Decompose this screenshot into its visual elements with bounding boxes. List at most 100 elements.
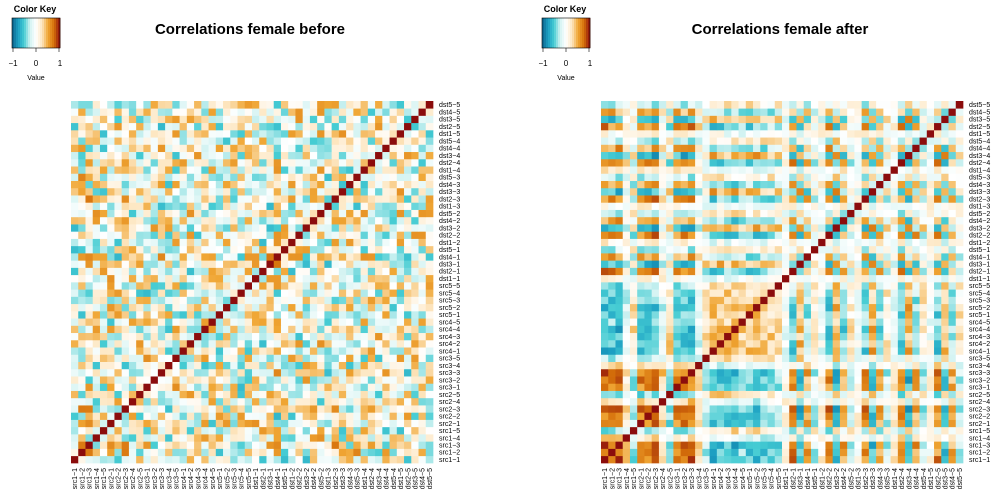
heatmap-cell xyxy=(644,420,652,428)
heatmap-cell xyxy=(303,246,311,254)
heatmap-cell xyxy=(623,224,631,232)
heatmap-cell xyxy=(216,181,224,189)
heatmap-cell xyxy=(238,260,246,268)
heatmap-cell xyxy=(252,159,260,167)
heatmap-cell xyxy=(615,383,623,391)
heatmap-cell xyxy=(332,405,340,413)
heatmap-cell xyxy=(869,260,877,268)
heatmap-cell xyxy=(245,354,253,362)
heatmap-cell xyxy=(840,376,848,384)
heatmap-cell xyxy=(390,369,398,377)
heatmap-cell xyxy=(847,217,855,225)
heatmap-cell xyxy=(245,268,253,276)
heatmap-cell xyxy=(281,434,289,442)
heatmap-cell xyxy=(259,391,267,399)
heatmap-cell xyxy=(920,441,928,449)
heatmap-cell xyxy=(165,231,173,239)
heatmap-cell xyxy=(324,210,332,218)
heatmap-cell xyxy=(724,369,732,377)
heatmap-cell xyxy=(187,217,195,225)
heatmap-cell xyxy=(419,115,427,123)
heatmap-cell xyxy=(608,123,616,131)
heatmap-cell xyxy=(85,282,93,290)
heatmap-cell xyxy=(151,159,159,167)
heatmap-cell xyxy=(223,173,231,181)
heatmap-cell xyxy=(746,398,754,406)
heatmap-cell xyxy=(782,195,790,203)
heatmap-cell xyxy=(100,304,108,312)
heatmap-cell xyxy=(274,369,282,377)
heatmap-cell xyxy=(426,325,434,333)
heatmap-cell xyxy=(71,296,79,304)
heatmap-cell xyxy=(419,412,427,420)
heatmap-cell xyxy=(637,296,645,304)
heatmap-cell xyxy=(404,347,412,355)
heatmap-cell xyxy=(129,354,137,362)
heatmap-cell xyxy=(122,354,130,362)
heatmap-cell xyxy=(883,217,891,225)
heatmap-cell xyxy=(681,239,689,247)
heatmap-cell xyxy=(303,333,311,341)
heatmap-cell xyxy=(317,369,325,377)
heatmap-cell xyxy=(209,354,217,362)
row-label: src1−4 xyxy=(439,435,460,442)
column-label: src1−4 xyxy=(94,468,101,489)
heatmap-cell xyxy=(107,166,115,174)
heatmap-cell xyxy=(310,152,318,160)
heatmap-cell xyxy=(840,340,848,348)
heatmap-cell xyxy=(956,376,964,384)
heatmap-cell xyxy=(862,195,870,203)
heatmap-cell xyxy=(353,173,361,181)
heatmap-cell xyxy=(303,123,311,131)
heatmap-cell xyxy=(180,152,188,160)
heatmap-cell xyxy=(375,412,383,420)
heatmap-cell xyxy=(324,456,332,464)
heatmap-cell xyxy=(717,144,725,152)
heatmap-cell xyxy=(209,115,217,123)
heatmap-cell xyxy=(623,260,631,268)
heatmap-cell xyxy=(353,412,361,420)
heatmap-cell xyxy=(789,239,797,247)
heatmap-cell xyxy=(85,181,93,189)
heatmap-cell xyxy=(93,420,101,428)
heatmap-cell xyxy=(78,217,86,225)
heatmap-cell xyxy=(353,188,361,196)
heatmap-cell xyxy=(644,362,652,370)
heatmap-cell xyxy=(912,289,920,297)
column-label: dst2−4 xyxy=(369,468,376,489)
heatmap-cell xyxy=(717,340,725,348)
heatmap-cell xyxy=(615,275,623,283)
heatmap-cell xyxy=(180,311,188,319)
heatmap-cell xyxy=(136,304,144,312)
heatmap-cell xyxy=(324,282,332,290)
heatmap-cell xyxy=(905,166,913,174)
heatmap-cell xyxy=(681,405,689,413)
heatmap-cell xyxy=(100,354,108,362)
heatmap-cell xyxy=(789,456,797,464)
heatmap-cell xyxy=(310,304,318,312)
heatmap-cell xyxy=(883,405,891,413)
heatmap-cell xyxy=(811,376,819,384)
heatmap-cell xyxy=(288,347,296,355)
heatmap-cell xyxy=(666,144,674,152)
heatmap-cell xyxy=(898,449,906,457)
heatmap-cell xyxy=(637,123,645,131)
heatmap-cell xyxy=(238,362,246,370)
heatmap-cell xyxy=(368,181,376,189)
heatmap-cell xyxy=(274,441,282,449)
heatmap-cell xyxy=(252,181,260,189)
heatmap-cell xyxy=(85,115,93,123)
heatmap-cell xyxy=(411,333,419,341)
heatmap-cell xyxy=(717,333,725,341)
heatmap-cell xyxy=(753,202,761,210)
heatmap-cell xyxy=(768,347,776,355)
heatmap-cell xyxy=(666,195,674,203)
heatmap-cell xyxy=(78,159,86,167)
heatmap-cell xyxy=(259,282,267,290)
heatmap-cell xyxy=(382,260,390,268)
heatmap-cell xyxy=(753,427,761,435)
heatmap-cell xyxy=(245,456,253,464)
heatmap-cell xyxy=(695,347,703,355)
heatmap-cell xyxy=(266,152,274,160)
heatmap-cell xyxy=(796,412,804,420)
